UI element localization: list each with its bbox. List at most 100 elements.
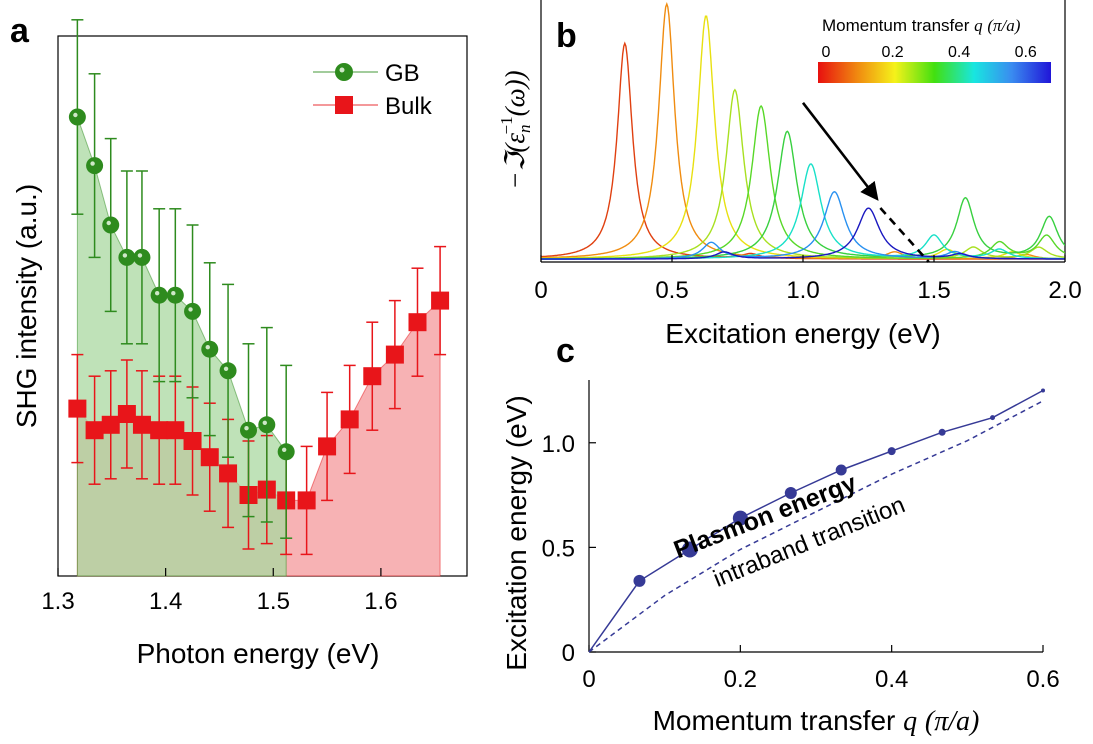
panel-c-plasmon-point <box>887 447 896 456</box>
panel-a-point-highlight <box>106 220 111 226</box>
panel-a-x-tick-label: 1.6 <box>364 588 397 615</box>
panel-c-x-tick-label: 0 <box>582 666 595 693</box>
panel-c-y-tick-label: 1.0 <box>542 431 575 458</box>
panel-a-point-bulk <box>117 405 136 423</box>
panel-a-point-highlight <box>122 253 128 258</box>
colorbar-tick-label: 0 <box>822 44 831 61</box>
panel-a-point-gb <box>201 340 219 358</box>
panel-a-point-bulk <box>101 415 120 434</box>
panel-a-point-bulk <box>200 448 219 467</box>
panel-b-x-ticks: 0 0.5 1.0 1.5 2.0 <box>534 255 1082 304</box>
panel-c-plasmon-point <box>990 415 996 421</box>
panel-a-point-gb <box>118 248 136 266</box>
panel-a-point-highlight <box>281 447 287 452</box>
panel-c-plasmon-point <box>681 541 698 558</box>
panel-a-x-ticks: 1.3 1.4 1.5 1.6 <box>41 568 398 615</box>
panel-a-point-gb <box>150 286 168 304</box>
panel-b-spectrum-line <box>541 15 1065 260</box>
panel-b-spectrum-line <box>541 88 1065 260</box>
panel-a-point-bulk <box>150 421 169 440</box>
legend-bulk-label: Bulk <box>385 93 433 120</box>
panel-a: 1.3 1.4 1.5 1.6 Photon energy (eV) SHG inte… <box>11 19 468 669</box>
panel-label-c: c <box>556 332 575 370</box>
panel-a-point-gb <box>184 302 202 320</box>
panel-c: 0 0.2 0.4 0.600.51.0 Plasmon energy intraba… <box>501 380 1060 737</box>
panel-a-point-highlight <box>137 253 143 258</box>
panel-a-point-highlight <box>188 307 193 312</box>
panel-a-point-highlight <box>154 291 160 296</box>
panel-a-point-bulk <box>385 345 404 364</box>
panel-c-x-tick-label: 0.2 <box>724 666 757 693</box>
panel-a-point-gb <box>68 108 86 126</box>
panel-b-x-tick-label: 1.5 <box>917 277 950 304</box>
panel-c-line-intraband <box>588 400 1044 653</box>
colorbar-tick-label: 0.2 <box>881 44 903 61</box>
panel-label-b: b <box>556 17 577 55</box>
panel-label-a: a <box>10 12 30 50</box>
panel-a-y-label: SHG intensity (a.u.) <box>11 184 42 428</box>
panel-a-point-highlight <box>244 426 249 431</box>
panel-a-point-gb <box>258 416 276 434</box>
panel-c-x-label: Momentum transfer q (π/a) <box>653 705 980 737</box>
legend-bulk-marker <box>335 96 353 114</box>
panel-a-point-bulk <box>85 421 104 440</box>
panel-a-point-highlight <box>262 420 268 425</box>
panel-b-x-tick-label: 1.0 <box>786 277 819 304</box>
panel-b-x-tick-label: 0.5 <box>655 277 688 304</box>
panel-a-fills <box>76 116 441 577</box>
panel-a-point-highlight <box>171 291 176 296</box>
panel-a-point-bulk <box>166 421 185 440</box>
panel-a-point-bulk <box>183 432 202 450</box>
panel-a-point-bulk <box>363 367 382 386</box>
panel-a-point-highlight <box>73 112 78 118</box>
panel-a-x-tick-label: 1.3 <box>41 588 74 615</box>
panel-b-curves <box>541 1 1065 260</box>
panel-b-x-tick-label: 0 <box>534 277 547 304</box>
panel-c-plasmon-point <box>835 464 847 476</box>
panel-c-ticks: 0 0.2 0.4 0.6 0 0.5 1.0 <box>542 431 1060 693</box>
panel-a-legend: GB Bulk <box>313 60 433 120</box>
panel-c-y-label: Excitation energy (eV) <box>501 395 532 670</box>
panel-a-point-gb <box>219 362 237 380</box>
panel-a-point-bulk <box>219 464 238 483</box>
colorbar-tick-label: 0.6 <box>1015 44 1037 61</box>
colorbar: Momentum transfer q (π/a) 0 0.2 0.4 0.6 <box>818 16 1051 83</box>
legend-gb-highlight <box>339 67 345 73</box>
panel-a-point-gb <box>86 157 104 175</box>
colorbar-ticks: 0 0.2 0.4 0.6 <box>822 44 1037 61</box>
panel-c-plasmon-point <box>938 428 946 436</box>
panel-c-plasmon-point <box>633 574 646 587</box>
legend-gb-label: GB <box>385 60 420 87</box>
panel-a-point-highlight <box>205 345 210 350</box>
panel-b-spectrum-line <box>541 1 1065 260</box>
panel-a-point-gb <box>133 248 151 266</box>
panel-a-point-bulk <box>68 399 87 418</box>
colorbar-tick-label: 0.4 <box>948 44 970 61</box>
panel-a-point-bulk <box>408 313 427 332</box>
panel-c-plasmon-point <box>1041 388 1045 393</box>
panel-c-line-plasmon <box>588 389 1044 653</box>
panel-c-plasmon-point <box>732 510 748 526</box>
panel-a-x-tick-label: 1.5 <box>257 588 290 615</box>
panel-c-y-tick-label: 0.5 <box>542 535 575 562</box>
panel-b-x-label: Excitation energy (eV) <box>665 318 940 349</box>
panel-c-lines <box>588 388 1045 653</box>
panel-a-point-bulk <box>318 437 337 456</box>
panel-b-x-tick-label: 2.0 <box>1048 277 1081 304</box>
colorbar-title: Momentum transfer q (π/a) <box>822 16 1021 35</box>
panel-a-x-label: Photon energy (eV) <box>137 638 380 669</box>
panel-a-point-gb <box>240 421 258 439</box>
colorbar-gradient <box>818 62 1051 83</box>
panel-a-x-tick-label: 1.4 <box>149 588 182 615</box>
panel-a-point-gb <box>166 286 184 304</box>
panel-a-point-highlight <box>223 366 229 371</box>
annotation-arrow-dashed <box>879 207 930 263</box>
panel-a-point-bulk <box>340 410 359 429</box>
panel-b: 0 0.5 1.0 1.5 2.0 Excitation energy (eV) −ℑ(… <box>497 0 1082 349</box>
panel-c-x-tick-label: 0.6 <box>1026 666 1059 693</box>
panel-a-area-gb <box>76 116 287 577</box>
panel-a-marks <box>68 19 450 556</box>
panel-b-y-label: −ℑ(εn−1(ω)) <box>497 70 534 189</box>
panel-a-point-highlight <box>90 161 95 166</box>
